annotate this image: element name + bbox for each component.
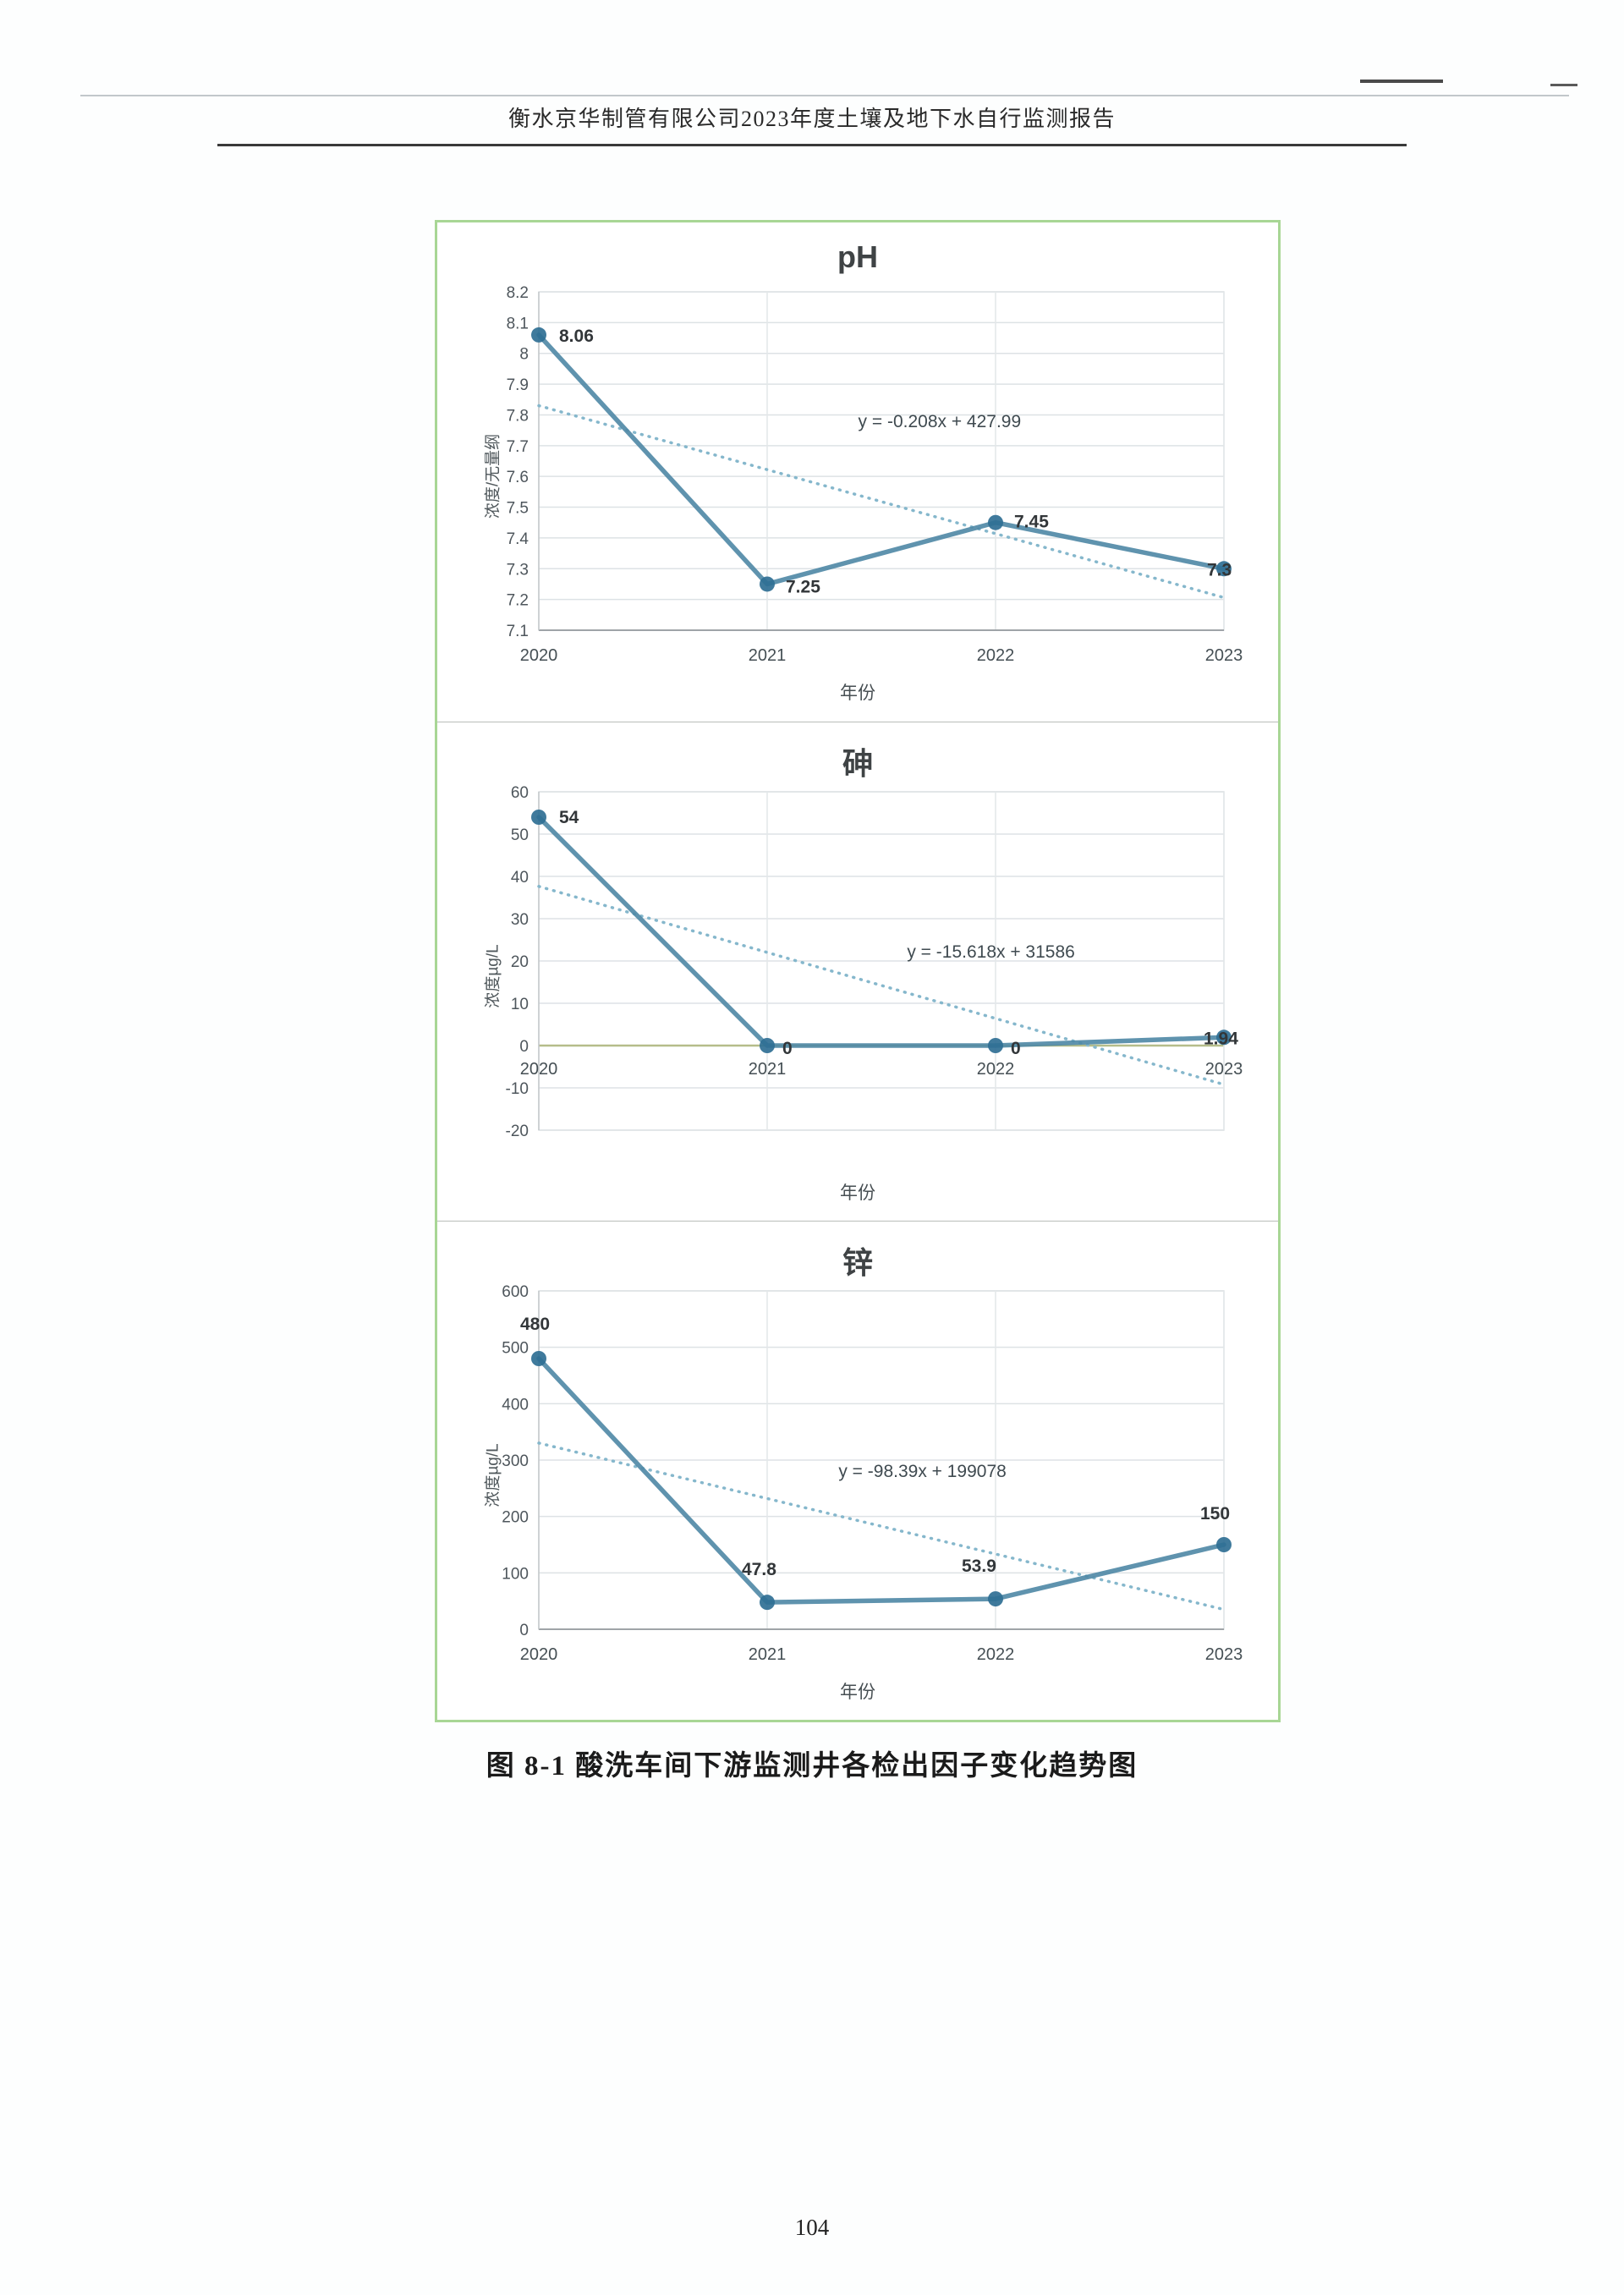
arsenic-y-tick: 30 [511,911,529,929]
chart-section-zinc: 锌 浓度µg/L 600 500 400 300 200 100 0 2020 2021 2022… [437,1221,1278,1720]
ph-y-tick: 7.1 [507,623,529,640]
ph-x-tick: 2022 [977,646,1015,665]
arsenic-x-axis-label: 年份 [840,1183,875,1203]
ph-y-tick: 7.8 [507,407,529,425]
zinc-x-tick: 2020 [520,1645,558,1664]
ph-plot: 8.2 8.1 8 7.9 7.8 7.7 7.6 7.5 7.4 7.3 7.2 7.1 2020 20… [507,284,1243,665]
ph-y-axis-label: 浓度/无量纲 [484,433,502,519]
arsenic-trendline [537,885,1226,1086]
arsenic-x-tick: 2021 [749,1060,787,1079]
ph-plot-border [538,291,1225,631]
ph-x-tick: 2023 [1205,646,1243,665]
zinc-y-tick: 0 [519,1622,529,1639]
ph-x-tick: 2021 [749,646,787,665]
arsenic-y-axis-label: 浓度µg/L [484,944,502,1008]
zinc-x-tick: 2023 [1205,1645,1243,1664]
ph-y-tick: 8.1 [507,315,529,332]
arsenic-data-label: 0 [1011,1039,1021,1058]
zinc-data-label: 150 [1200,1504,1230,1524]
arsenic-data-point [531,810,546,825]
zinc-y-tick: 500 [502,1340,529,1358]
figure-caption: 图 8-1 酸洗车间下游监测井各检出因子变化趋势图 [486,1751,1138,1782]
page-number: 104 [794,2215,830,2240]
arsenic-y-tick: 10 [511,996,529,1013]
arsenic-x-tick: 2020 [520,1060,558,1079]
ph-y-tick: 8 [519,346,529,364]
ph-data-point [531,327,546,343]
arsenic-data-point [760,1038,775,1053]
arsenic-y-tick: -20 [506,1123,529,1140]
ph-trendline [537,404,1226,600]
arsenic-x-tick: 2022 [977,1060,1015,1079]
zinc-y-tick: 100 [502,1565,529,1583]
arsenic-data-point [988,1038,1003,1053]
arsenic-x-tick: 2023 [1205,1060,1243,1079]
arsenic-data-label: 54 [559,808,579,827]
arsenic-y-tick: 40 [511,869,529,887]
ph-y-tick: 7.4 [507,530,529,548]
arsenic-y-tick: -10 [506,1080,529,1098]
ph-data-point [760,576,775,592]
ph-data-point [1216,561,1232,577]
zinc-y-tick: 300 [502,1452,529,1470]
zinc-data-label: 53.9 [962,1557,996,1576]
ph-y-tick: 7.6 [507,469,529,486]
zinc-y-tick: 400 [502,1396,529,1414]
zinc-series-line [536,1356,1226,1605]
arsenic-y-tick: 50 [511,826,529,844]
header-top-rule [80,95,1569,96]
zinc-data-point [531,1351,546,1366]
arsenic-y-tick: 0 [519,1038,529,1056]
ph-data-label: 7.25 [786,577,820,596]
zinc-chart-title: 锌 [842,1245,873,1280]
ph-y-tick: 8.2 [507,284,529,302]
ph-data-label: 7.3 [1207,560,1232,579]
chart-section-ph: pH 浓度/无量纲 8.2 8.1 8 7.9 7.8 7.7 7.6 7.5 7.4 7.3 7.… [437,222,1278,722]
arsenic-chart-title: 砷 [842,746,873,781]
zinc-x-tick: 2021 [749,1645,787,1664]
zinc-x-axis-label: 年份 [840,1683,875,1702]
zinc-trendline [537,1441,1226,1611]
ph-y-tick: 7.3 [507,561,529,579]
ph-data-label: 7.45 [1014,513,1049,532]
zinc-data-point [988,1591,1003,1607]
scan-artifact-line [1360,80,1443,83]
ph-data-point [988,514,1003,530]
zinc-y-axis-label: 浓度µg/L [484,1443,502,1507]
ph-y-tick: 7.2 [507,592,529,610]
ph-y-tick: 7.5 [507,500,529,518]
arsenic-y-tick: 60 [511,784,529,802]
zinc-trend-equation: y = -98.39x + 199078 [838,1462,1007,1481]
ph-data-label: 8.06 [559,327,594,346]
chart-section-arsenic: 砷 浓度µg/L 60 50 40 30 20 10 0 -10 -20 2020 2021 2022… [437,722,1278,1221]
zinc-y-tick: 600 [502,1283,529,1301]
zinc-data-point [760,1595,775,1611]
scan-artifact-line [1550,84,1577,86]
arsenic-series-line [536,815,1226,1048]
ph-y-tick: 7.9 [507,376,529,394]
zinc-data-label: 480 [520,1315,550,1334]
figure-box: pH 浓度/无量纲 8.2 8.1 8 7.9 7.8 7.7 7.6 7.5 7.4 7.3 7.… [435,220,1281,1722]
ph-series-line [536,332,1226,587]
zinc-y-tick: 200 [502,1509,529,1527]
header-underline [217,144,1407,146]
ph-trend-equation: y = -0.208x + 427.99 [859,412,1022,431]
zinc-data-point [1216,1537,1232,1552]
ph-x-tick: 2020 [520,646,558,665]
zinc-plot: 600 500 400 300 200 100 0 2020 2021 2022 2023 y = -… [502,1283,1243,1664]
ph-chart-title: pH [837,239,878,274]
page-header-title: 衡水京华制管有限公司2023年度土壤及地下水自行监测报告 [508,107,1116,131]
ph-y-tick: 7.7 [507,438,529,456]
zinc-x-tick: 2022 [977,1645,1015,1664]
arsenic-data-label: 0 [782,1039,793,1058]
arsenic-trend-equation: y = -15.618x + 31586 [907,942,1075,962]
arsenic-y-tick: 20 [511,953,529,971]
zinc-data-label: 47.8 [742,1560,776,1579]
arsenic-data-label: 1.94 [1204,1029,1238,1048]
arsenic-data-point [1216,1029,1232,1046]
arsenic-plot: 60 50 40 30 20 10 0 -10 -20 2020 2021 2022 2023 y = -… [506,784,1243,1140]
ph-x-axis-label: 年份 [840,684,875,703]
